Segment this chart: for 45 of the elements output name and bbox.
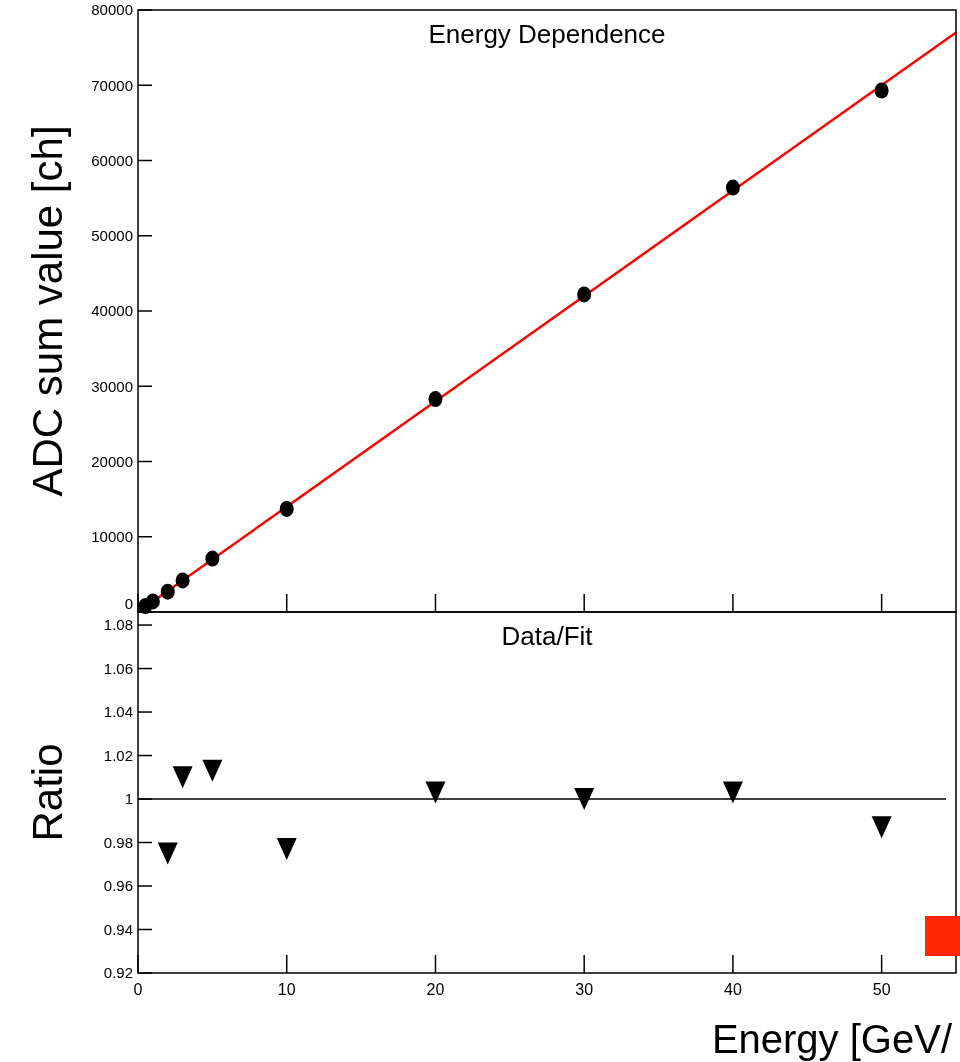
- point: [425, 781, 446, 804]
- point: [160, 583, 175, 600]
- y-tick-label: 50000: [91, 227, 133, 244]
- point: [205, 550, 220, 567]
- y-tick-label: 1.08: [103, 616, 133, 634]
- x-tick-label: 10: [277, 981, 296, 998]
- point: [145, 593, 160, 610]
- point: [172, 766, 193, 789]
- y-tick-label: 80000: [91, 1, 133, 19]
- y-axis-title: ADC sum value [ch]: [24, 125, 71, 497]
- point: [428, 391, 443, 408]
- y-axis-title: Ratio: [24, 743, 71, 842]
- y-tick-label: 30000: [91, 377, 133, 395]
- y-tick-label: 40000: [91, 302, 133, 320]
- y-tick-label: 10000: [91, 528, 133, 545]
- y-tick-label: 1: [124, 790, 133, 808]
- point: [279, 500, 294, 517]
- y-tick-label: 70000: [91, 76, 133, 94]
- y-tick-label: 0.92: [103, 964, 133, 982]
- y-tick-label: 1.06: [103, 659, 133, 677]
- y-tick-label: 1.04: [103, 703, 133, 721]
- point: [202, 759, 223, 782]
- y-tick-label: 0.94: [103, 920, 133, 938]
- point: [725, 179, 740, 196]
- point: [175, 572, 190, 589]
- y-tick-label: 0.96: [103, 877, 133, 895]
- point: [276, 838, 297, 861]
- chart-title: Data/Fit: [501, 621, 594, 651]
- x-axis-title: Energy [GeV/: [711, 1017, 953, 1061]
- point: [157, 842, 178, 865]
- x-tick-label: 20: [426, 981, 445, 998]
- point: [577, 286, 592, 303]
- y-tick-label: 0: [124, 595, 133, 613]
- x-tick-label: 50: [872, 981, 891, 998]
- y-tick-label: 20000: [91, 452, 133, 470]
- point: [574, 788, 595, 811]
- chart-title: Energy Dependence: [428, 19, 666, 49]
- x-tick-label: 30: [575, 981, 594, 998]
- y-tick-label: 60000: [91, 151, 133, 169]
- point: [722, 781, 743, 804]
- y-tick-label: 0.98: [103, 833, 133, 851]
- x-tick-label: 40: [724, 981, 742, 998]
- point: [871, 816, 892, 839]
- point: [874, 82, 889, 99]
- y-tick-label: 1.02: [103, 746, 133, 764]
